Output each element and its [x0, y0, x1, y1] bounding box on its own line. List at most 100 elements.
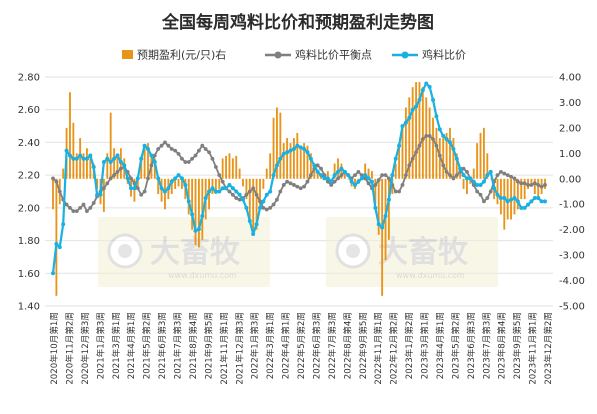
- profit-bar: [191, 178, 194, 230]
- profit-bar: [364, 163, 367, 179]
- price-point: [176, 173, 181, 178]
- balance-point: [308, 173, 313, 178]
- balance-point: [193, 153, 198, 158]
- balance-point: [332, 179, 337, 184]
- x-tick-label: 2021年7月第3周: [172, 312, 184, 379]
- y-left-tick-label: 1.60: [18, 269, 40, 280]
- price-point: [203, 196, 208, 201]
- price-point: [217, 189, 222, 194]
- x-tick-label: 2023年9月第5周: [511, 312, 523, 379]
- y-left-tick-label: 2.80: [18, 73, 40, 84]
- balance-point: [383, 173, 388, 178]
- profit-bar: [116, 153, 119, 179]
- y-right-tick-label: -2.00: [559, 225, 585, 236]
- price-point: [173, 176, 178, 181]
- profit-bar: [452, 138, 455, 179]
- profit-bar: [147, 143, 149, 179]
- balance-point: [329, 183, 334, 187]
- balance-point: [353, 173, 357, 178]
- profit-bar: [377, 178, 380, 235]
- balance-point: [176, 151, 181, 156]
- price-point: [461, 173, 466, 178]
- price-point: [125, 176, 130, 181]
- profit-bar: [69, 92, 71, 179]
- balance-point: [247, 189, 252, 194]
- profit-bar: [459, 173, 462, 179]
- x-tick-label: 2020年11月第2周: [63, 312, 75, 385]
- profit-bar: [408, 97, 411, 179]
- y-right-tick-label: -4.00: [559, 276, 585, 287]
- price-point: [142, 143, 147, 148]
- price-point: [319, 173, 324, 178]
- balance-point: [393, 189, 398, 194]
- price-point: [332, 173, 337, 178]
- price-point: [356, 179, 361, 184]
- balance-point: [285, 179, 290, 184]
- x-tick-label: 2022年5月第2周: [295, 312, 307, 379]
- profit-bar: [109, 112, 112, 179]
- legend-label-profit: 预期盈利(元/只)右: [137, 48, 226, 62]
- x-tick-label: 2022年4月第1周: [280, 312, 292, 379]
- price-point: [414, 104, 419, 109]
- balance-point: [227, 189, 232, 194]
- profit-bar: [523, 178, 526, 200]
- price-point: [536, 196, 541, 201]
- balance-point: [295, 184, 300, 189]
- price-point: [366, 176, 371, 181]
- balance-point: [210, 156, 215, 161]
- balance-point: [85, 209, 89, 214]
- profit-bar: [52, 178, 54, 210]
- price-point: [390, 173, 395, 178]
- x-tick-label: 2023年11月第1周: [527, 312, 539, 385]
- profit-bar: [259, 178, 261, 210]
- balance-point: [152, 153, 157, 158]
- price-point: [57, 245, 62, 250]
- price-point: [112, 156, 117, 161]
- balance-point: [101, 186, 106, 191]
- profit-bar: [292, 138, 295, 179]
- chart-title: 全国每周鸡料比价和预期盈利走势图: [161, 12, 434, 33]
- profit-bar: [306, 145, 309, 179]
- balance-point: [488, 189, 493, 194]
- balance-point: [498, 169, 503, 174]
- balance-point: [495, 173, 500, 178]
- profit-bar: [496, 178, 499, 205]
- profit-bar: [476, 143, 479, 179]
- profit-bar: [170, 178, 173, 195]
- price-point: [485, 173, 490, 178]
- balance-point: [376, 178, 381, 182]
- profit-bar: [75, 153, 78, 179]
- balance-point: [305, 179, 310, 184]
- price-point: [129, 186, 134, 191]
- balance-point: [465, 169, 469, 174]
- price-point: [403, 120, 408, 125]
- balance-point: [237, 197, 242, 202]
- price-point: [166, 186, 171, 191]
- balance-point: [57, 189, 62, 194]
- profit-bar: [506, 178, 509, 220]
- balance-point: [118, 166, 123, 171]
- price-point: [200, 214, 205, 219]
- balance-point: [448, 173, 452, 178]
- price-point: [108, 160, 113, 165]
- profit-bar: [432, 117, 434, 179]
- balance-point: [519, 181, 524, 186]
- profit-bar: [102, 178, 105, 212]
- price-point: [505, 199, 510, 204]
- profit-bar: [387, 178, 390, 240]
- price-point: [281, 151, 286, 156]
- balance-point: [336, 176, 340, 181]
- balance-point: [444, 169, 449, 174]
- balance-point: [220, 179, 225, 184]
- price-point: [135, 176, 140, 181]
- price-point: [454, 156, 459, 161]
- balance-point: [475, 189, 480, 194]
- balance-point: [512, 176, 517, 181]
- price-point: [478, 182, 483, 187]
- profit-bar: [486, 153, 489, 179]
- balance-point: [169, 147, 174, 151]
- profit-bar: [303, 143, 306, 179]
- profit-bar: [418, 82, 421, 179]
- balance-point: [230, 192, 235, 197]
- profit-bar: [197, 178, 200, 248]
